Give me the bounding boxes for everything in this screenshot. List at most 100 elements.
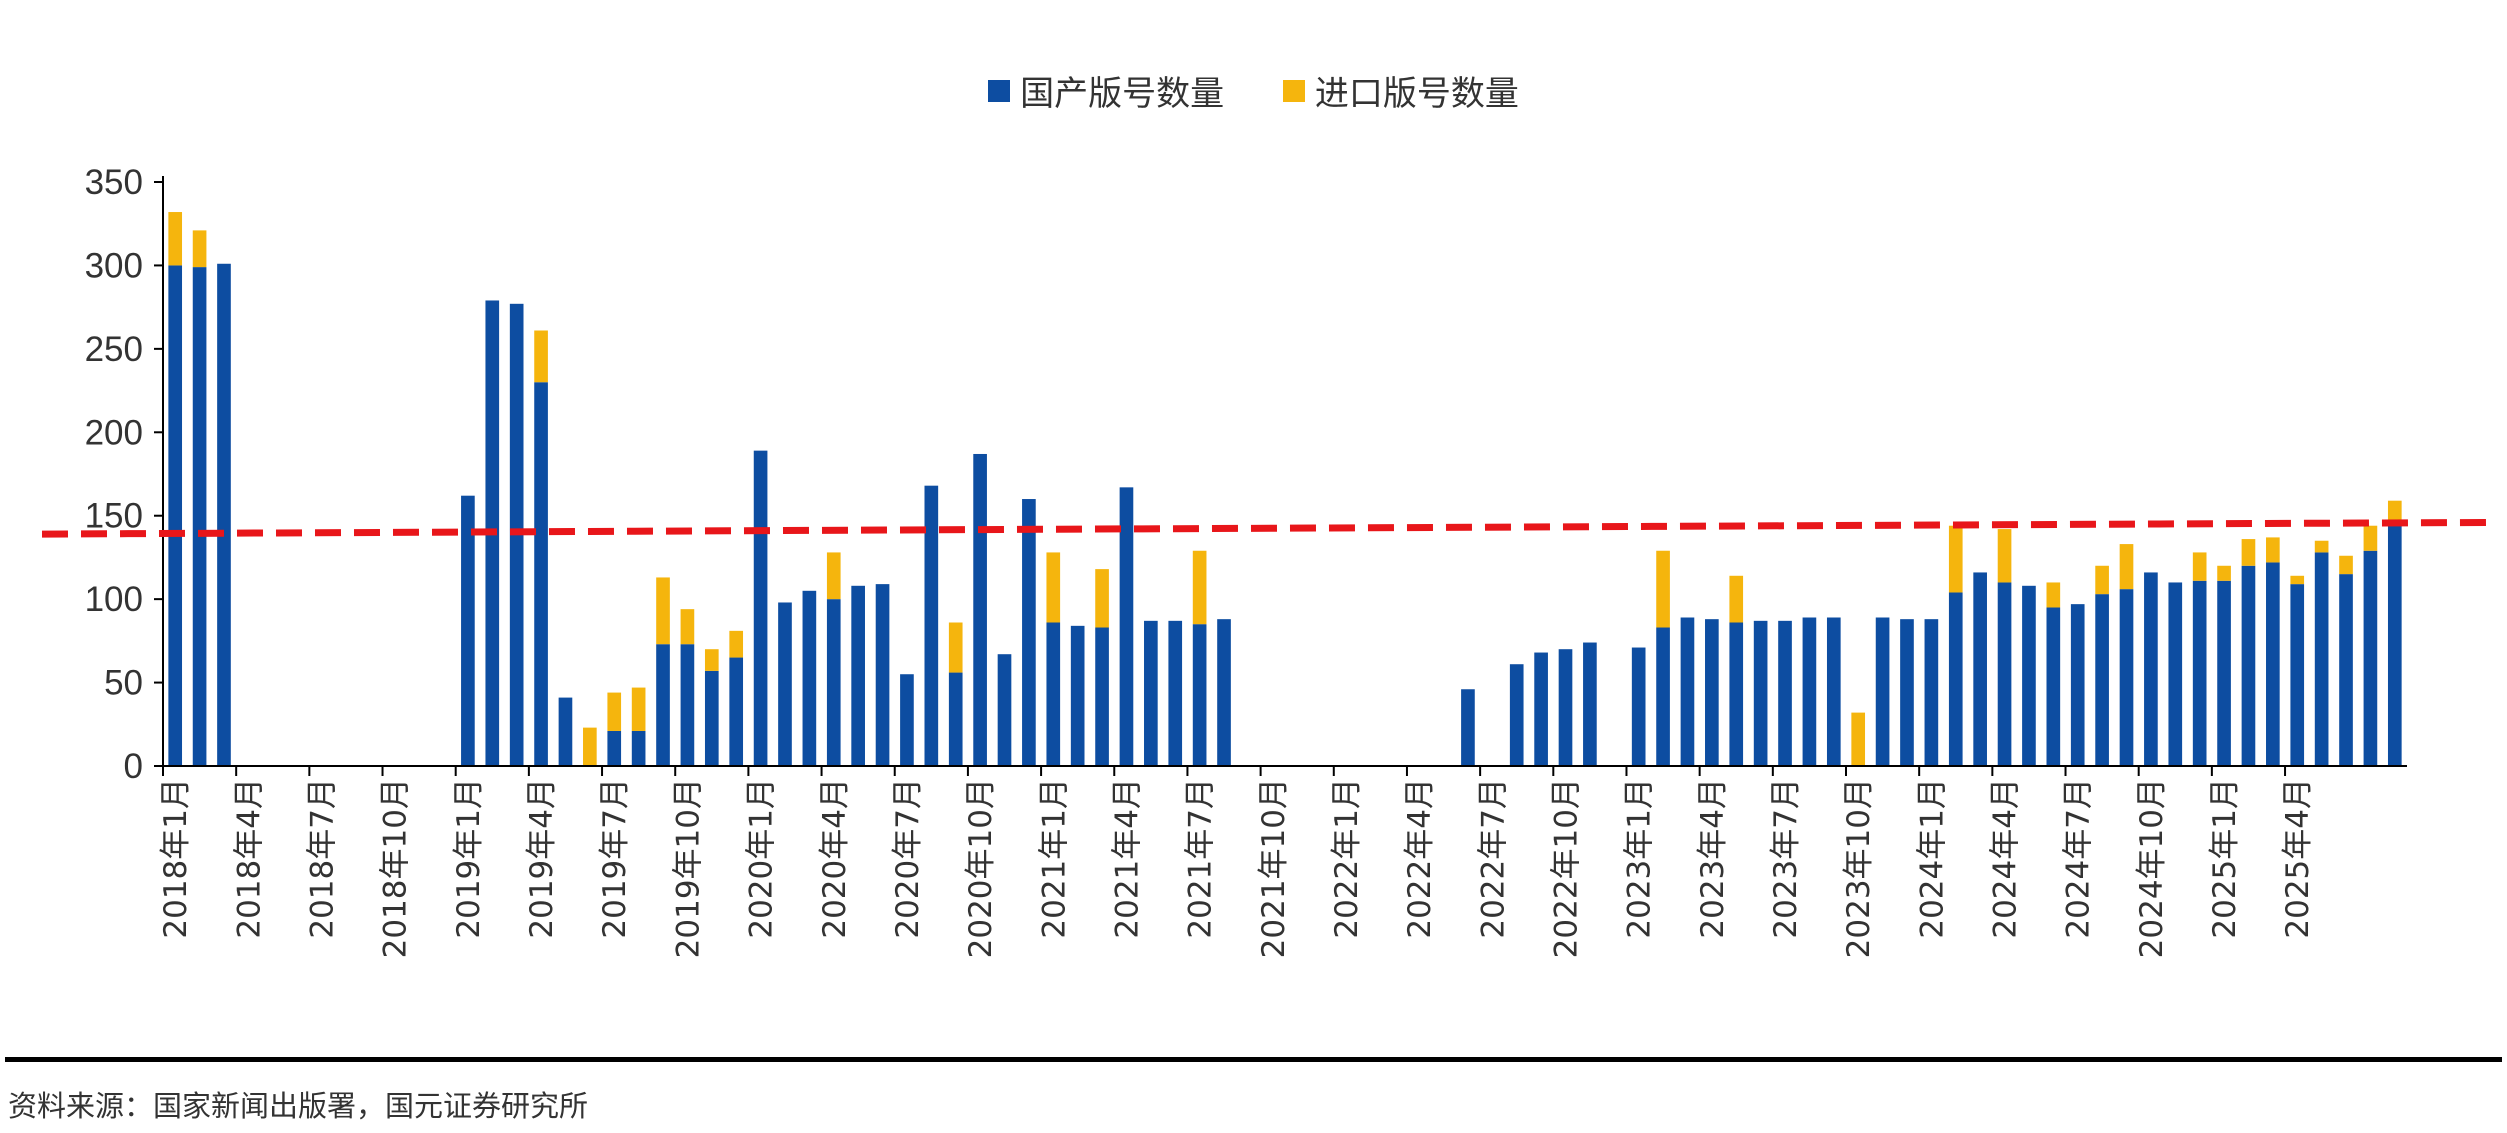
bar-domestic [826,599,841,766]
bar-domestic [168,265,183,766]
bar-imported [2387,500,2402,525]
y-tick-label: 100 [85,580,143,619]
y-tick-label: 350 [85,163,143,202]
x-tick-label: 2024年4月 [1988,778,2024,939]
bar-domestic [1705,619,1719,766]
bar-imported [948,622,963,673]
bar-domestic [2217,580,2231,766]
bar-domestic [2314,552,2329,766]
y-tick-label: 50 [104,664,143,703]
bar-domestic [778,602,792,766]
x-tick-label: 2020年7月 [890,778,926,939]
x-tick-label: 2023年7月 [1768,778,1804,939]
bar-domestic [729,657,744,766]
bar-domestic [1826,617,1841,766]
bar-domestic [1144,620,1158,766]
legend-label-imported: 进口版号数量 [1314,74,1519,114]
bar-imported [680,609,695,645]
bar-domestic [1509,664,1524,766]
x-tick-label: 2019年10月 [670,778,706,958]
bar-domestic [1192,624,1207,766]
bar-domestic [1900,619,1914,766]
bar-domestic [1119,487,1134,766]
x-tick-label: 2025年1月 [2207,778,2243,939]
bar-domestic [1948,592,1963,766]
bar-domestic [802,590,817,766]
y-tick-label: 150 [85,497,143,536]
bar-domestic [2387,524,2402,766]
bar-imported [583,727,597,766]
bar-domestic [680,644,695,766]
y-tick-label: 300 [85,246,143,285]
bar-imported [1046,552,1061,623]
legend-label-domestic: 国产版号数量 [1020,74,1225,114]
bar-imported [2314,540,2329,553]
bar-domestic [1973,572,1987,766]
source-note: 资料来源：国家新闻出版署，国元证券研究所 [8,1089,589,1123]
x-tick-label: 2023年4月 [1695,778,1731,939]
bar-imported [1948,525,1963,593]
bar-domestic [1680,617,1695,766]
x-tick-label: 2022年1月 [1329,778,1365,939]
x-tick-label: 2020年4月 [817,778,853,939]
bar-domestic [192,267,207,766]
bar-domestic [1217,619,1231,766]
bar-domestic [1802,617,1817,766]
x-tick-label: 2019年7月 [597,778,633,939]
x-tick-label: 2023年1月 [1622,778,1658,939]
bar-domestic [2119,589,2134,766]
legend-item-domestic[interactable]: 国产版号数量 [988,66,1224,115]
bar-imported [2192,552,2207,581]
bar-domestic [1461,689,1475,766]
bar-domestic [997,654,1012,766]
bar-imported [534,330,548,383]
bar-imported [826,552,841,600]
bar-domestic [558,697,573,766]
x-tick-label: 2024年1月 [1914,778,1950,939]
bar-imported [1851,712,1866,766]
bar-domestic [1924,619,1939,766]
bar-imported [704,649,719,671]
x-tick-label: 2018年4月 [231,778,267,939]
bar-domestic [2168,582,2183,766]
bar-domestic [2144,572,2158,766]
bar-domestic [973,453,987,766]
bar-domestic [2022,585,2036,766]
bar-chart: 0 50 100 150 200 250 300 350 2018年1月 2018年4月 2018年… [41,163,2499,958]
bar-imported [631,687,646,731]
y-tick-label: 250 [85,330,143,369]
bar-imported [192,230,207,268]
bar-domestic [1558,649,1573,766]
bar-domestic [2339,574,2353,766]
x-tick-label: 2021年4月 [1109,778,1145,939]
bar-imported [1997,529,2012,583]
x-tick-label: 2019年4月 [524,778,560,939]
legend-swatch-imported [1282,79,1305,102]
bar-imported [2046,582,2061,608]
bar-domestic [1022,499,1036,766]
bar-domestic [851,585,865,766]
bar-domestic [1046,622,1061,766]
bar-imported [607,692,622,731]
bar-imported [2241,539,2256,566]
bar-imported [1192,550,1207,625]
bar-imported [1729,575,1744,623]
bar-imported [2217,565,2231,581]
legend-item-imported[interactable]: 进口版号数量 [1282,66,1519,115]
bar-domestic [2070,604,2085,766]
x-tick-label: 2024年7月 [2061,778,2097,939]
bar-domestic [2290,584,2305,766]
bar-domestic [534,382,548,766]
x-tick-label: 2022年7月 [1475,778,1511,939]
bar-domestic [656,644,670,766]
x-tick-label: 2023年10月 [1841,778,1877,958]
bar-domestic [631,730,646,766]
reference-line [41,518,2499,538]
bar-imported [2119,544,2134,590]
bar-imported [2095,565,2109,595]
bar-imported [2290,575,2305,585]
bar-domestic [1875,617,1890,766]
bar-imported [2363,525,2378,551]
bar-domestic [1583,642,1597,766]
bar-domestic [704,670,719,766]
